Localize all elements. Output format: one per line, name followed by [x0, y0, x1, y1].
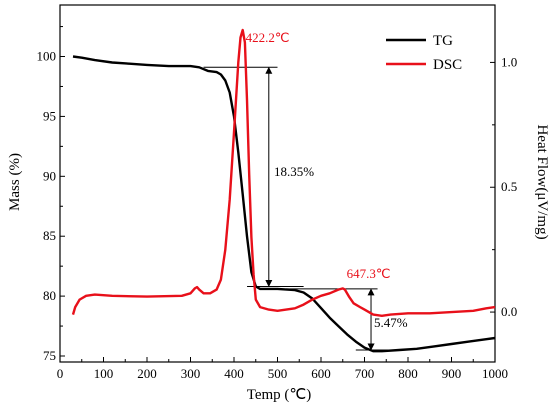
- mass-loss-1-label: 18.35%: [274, 164, 314, 179]
- x-tick-label: 300: [181, 366, 201, 381]
- x-tick-label: 700: [355, 366, 375, 381]
- x-tick-label: 400: [224, 366, 244, 381]
- y-left-tick-label: 95: [43, 108, 56, 123]
- peak2-label: 647.3℃: [347, 266, 391, 281]
- y-right-tick-label: 0.0: [501, 304, 517, 319]
- x-axis-ticks: 0 100 200 300 400 500 600 700 800 900 1000: [57, 357, 508, 381]
- y-left-tick-label: 85: [43, 228, 56, 243]
- x-axis-title: Temp (℃): [247, 387, 312, 403]
- x-tick-label: 500: [268, 366, 288, 381]
- dsc-series-line: [71, 28, 496, 317]
- y-left-axis-title: Mass (%): [7, 153, 23, 211]
- x-tick-label: 200: [137, 366, 157, 381]
- legend-dsc-label: DSC: [433, 57, 462, 73]
- x-tick-label: 600: [311, 366, 331, 381]
- legend: TG DSC: [386, 33, 462, 73]
- y-right-axis-title: Heat Flow(μV/mg): [534, 124, 550, 239]
- x-tick-label: 900: [442, 366, 462, 381]
- legend-tg-label: TG: [433, 33, 453, 49]
- series-layer: [71, 28, 496, 353]
- peak1-label: 422.2℃: [246, 30, 290, 45]
- tg-series-line: [72, 55, 496, 353]
- x-tick-label: 1000: [482, 366, 508, 381]
- y-left-tick-label: 100: [37, 49, 57, 64]
- y-left-axis-ticks: 75 80 85 90 95 100: [37, 26, 65, 363]
- x-tick-label: 100: [94, 366, 114, 381]
- y-right-tick-label: 0.5: [501, 179, 517, 194]
- x-tick-label: 800: [398, 366, 418, 381]
- y-left-tick-label: 75: [43, 348, 56, 363]
- y-left-tick-label: 90: [43, 168, 56, 183]
- mass-loss-2-label: 5.47%: [374, 315, 408, 330]
- plot-frame: [59, 4, 496, 363]
- x-tick-label: 0: [57, 366, 64, 381]
- y-right-axis-ticks: 0.0 0.5 1.0: [490, 54, 517, 319]
- y-right-tick-label: 1.0: [501, 54, 517, 69]
- y-left-tick-label: 80: [43, 288, 56, 303]
